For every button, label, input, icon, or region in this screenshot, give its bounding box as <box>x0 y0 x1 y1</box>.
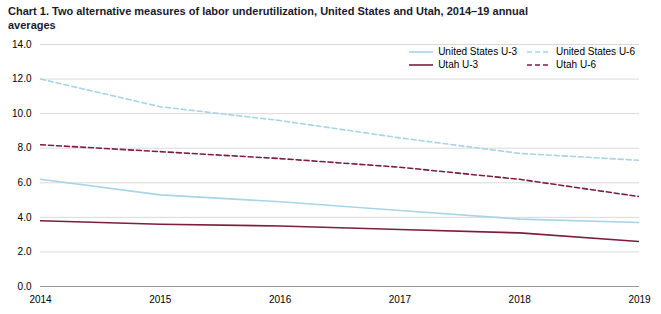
svg-text:2.0: 2.0 <box>18 246 32 257</box>
html-text:Utah U-3: Utah U-3 <box>438 59 479 70</box>
svg-text:12.0: 12.0 <box>12 73 32 84</box>
svg-text:2019: 2019 <box>628 294 651 305</box>
svg-text:2015: 2015 <box>149 294 172 305</box>
svg-text:0.0: 0.0 <box>18 281 32 292</box>
html-text:averages: averages <box>8 19 56 31</box>
svg-text:10.0: 10.0 <box>12 108 32 119</box>
svg-text:2016: 2016 <box>269 294 292 305</box>
html-text:Chart 1. Two alternative measu: Chart 1. Two alternative measures of lab… <box>8 5 528 17</box>
svg-text:2017: 2017 <box>389 294 412 305</box>
svg-text:6.0: 6.0 <box>18 177 32 188</box>
svg-text:14.0: 14.0 <box>12 39 32 50</box>
svg-text:2018: 2018 <box>509 294 532 305</box>
svg-text:2014: 2014 <box>29 294 52 305</box>
html-text:Utah U-6: Utah U-6 <box>556 59 597 70</box>
html-text:United States U-6: United States U-6 <box>556 46 635 57</box>
svg-text:4.0: 4.0 <box>18 212 32 223</box>
html-text:United States U-3: United States U-3 <box>438 46 518 57</box>
svg-text:8.0: 8.0 <box>18 142 32 153</box>
